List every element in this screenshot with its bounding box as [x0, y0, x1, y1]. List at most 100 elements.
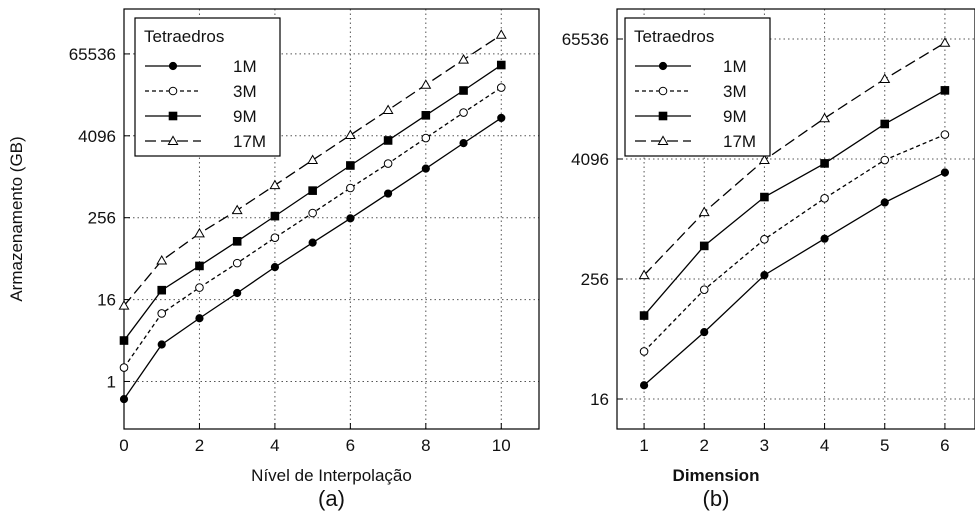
data-point-17M: [638, 269, 650, 280]
data-point-9M: [195, 261, 204, 271]
legend-label-3M: 3M: [723, 82, 747, 101]
data-point-9M: [459, 86, 468, 95]
data-point-3M: [699, 285, 709, 294]
legend-marker-3M: [168, 86, 178, 96]
legend-title: Tetraedros: [144, 27, 224, 46]
data-point-1M: [383, 189, 393, 198]
data-point-9M: [760, 192, 769, 202]
data-point-17M: [307, 154, 319, 165]
data-point-17M: [458, 54, 470, 64]
data-point-1M: [639, 381, 649, 390]
x-tick-label: 2: [195, 436, 204, 455]
y-tick-label: 65536: [562, 30, 609, 49]
data-point-3M: [639, 347, 649, 356]
legend-marker-3M: [658, 86, 668, 96]
legend-marker-1M: [658, 61, 668, 71]
legend-box: [624, 17, 771, 157]
y-axis-label: Armazenamento (GB): [7, 136, 26, 301]
data-point-1M: [880, 198, 889, 207]
x-tick-label: 6: [940, 436, 949, 455]
x-tick-label: 10: [492, 436, 511, 455]
data-point-9M: [232, 237, 242, 246]
x-tick-label: 5: [880, 436, 889, 455]
data-point-9M: [496, 60, 506, 70]
subfigure-caption: (b): [703, 486, 730, 511]
data-point-17M: [819, 112, 831, 123]
legend-marker-17M: [167, 135, 179, 145]
y-tick-label: 4096: [571, 150, 609, 169]
legend-label-17M: 17M: [723, 132, 756, 151]
series-line-3M: [643, 133, 946, 352]
data-point-1M: [346, 214, 355, 223]
data-point-9M: [940, 86, 950, 95]
chart-b: 1 2 3 4 5 6 16 256 4096 65536 Tetraedros 1M 3M 9M 17M D…: [562, 8, 975, 511]
data-point-3M: [760, 235, 769, 244]
data-point-3M: [383, 159, 393, 168]
data-point-1M: [195, 314, 204, 323]
data-point-3M: [346, 183, 355, 193]
data-point-17M: [420, 79, 432, 89]
subfigure-caption: (a): [318, 486, 345, 511]
x-tick-label: 4: [820, 436, 829, 455]
series-line-9M: [643, 89, 946, 316]
data-point-17M: [758, 154, 770, 164]
data-point-1M: [497, 113, 506, 123]
legend-title: Tetraedros: [634, 27, 714, 46]
chart-a: 0 2 4 6 8 10 1 16 256 4096 65536 Tetraedros 1M 3M 9M 17…: [7, 8, 540, 511]
data-point-3M: [157, 309, 167, 318]
data-point-9M: [639, 311, 649, 320]
data-point-1M: [233, 288, 242, 298]
data-point-17M: [879, 73, 891, 83]
data-point-17M: [193, 227, 205, 238]
data-point-9M: [383, 136, 393, 145]
data-point-9M: [421, 111, 431, 120]
plot-frame: [123, 8, 540, 430]
data-point-3M: [880, 155, 890, 165]
y-tick-label: 4096: [78, 127, 116, 146]
x-tick-label: 8: [421, 436, 430, 455]
plot-frame: [616, 8, 975, 430]
y-tick-label: 256: [581, 270, 609, 289]
data-point-1M: [700, 328, 709, 337]
data-point-1M: [270, 263, 280, 272]
data-point-17M: [269, 179, 281, 190]
data-point-3M: [940, 130, 950, 139]
data-point-9M: [699, 241, 709, 251]
data-point-3M: [232, 258, 242, 268]
data-point-3M: [459, 108, 468, 117]
y-tick-label: 65536: [69, 45, 116, 64]
x-tick-label: 1: [639, 436, 648, 455]
legend-marker-9M: [168, 111, 178, 121]
y-tick-label: 16: [97, 291, 116, 310]
data-point-17M: [156, 254, 168, 265]
data-point-17M: [698, 206, 710, 217]
data-point-17M: [231, 204, 243, 215]
data-point-3M: [270, 233, 280, 243]
x-tick-label: 0: [119, 436, 128, 455]
data-point-17M: [344, 129, 356, 140]
x-tick-label: 2: [700, 436, 709, 455]
legend-marker-1M: [168, 61, 178, 71]
series-line-17M: [643, 42, 946, 276]
x-tick-label: 4: [270, 436, 279, 455]
data-point-3M: [119, 363, 129, 372]
legend-label-9M: 9M: [723, 107, 747, 126]
x-tick-label: 3: [760, 436, 769, 455]
y-tick-label: 1: [107, 372, 116, 391]
data-point-17M: [495, 29, 507, 39]
data-point-9M: [157, 285, 167, 295]
data-point-9M: [880, 119, 890, 129]
data-point-9M: [308, 186, 317, 195]
data-point-1M: [459, 139, 468, 148]
data-point-1M: [421, 164, 430, 173]
data-point-1M: [157, 340, 166, 349]
data-point-3M: [195, 283, 204, 292]
legend-label-9M: 9M: [233, 107, 257, 126]
data-point-1M: [760, 271, 769, 280]
x-axis-label: Dimension: [673, 466, 760, 485]
x-tick-label: 6: [346, 436, 355, 455]
data-point-9M: [346, 161, 355, 170]
data-point-1M: [940, 168, 950, 177]
data-point-3M: [421, 133, 431, 143]
